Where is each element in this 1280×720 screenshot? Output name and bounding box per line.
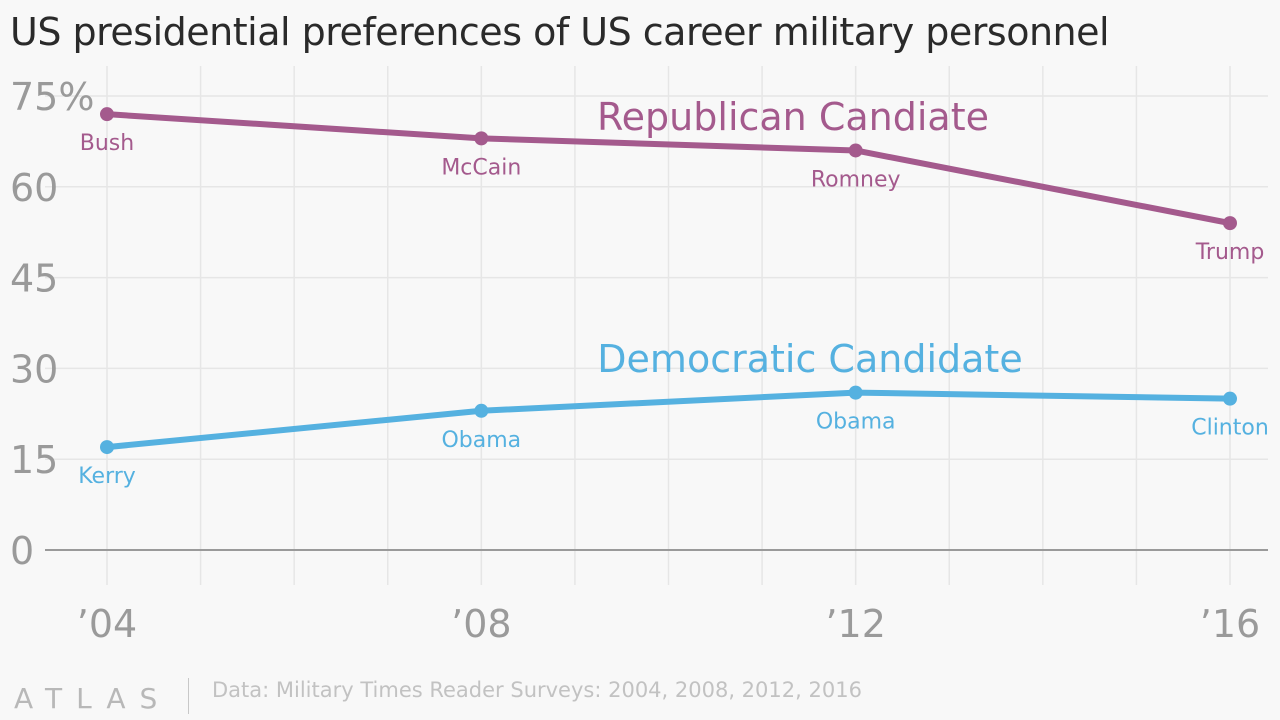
atlas-logo: ATLAS [14, 682, 172, 715]
chart-title: US presidential preferences of US career… [10, 10, 1110, 54]
y-tick-label: 15 [10, 438, 58, 482]
y-tick-label: 45 [10, 257, 58, 301]
data-point-democratic [848, 385, 863, 400]
series-name-label: Democratic Candidate [597, 337, 1022, 381]
y-tick-label: 75% [10, 75, 94, 119]
data-point-republican [848, 143, 863, 158]
data-point-republican [474, 131, 489, 146]
y-tick-label: 0 [10, 529, 34, 573]
point-label: McCain [441, 155, 521, 180]
data-point-republican [100, 107, 114, 122]
series-line-democratic [104, 389, 1233, 451]
x-tick-label: ’16 [1200, 602, 1260, 646]
point-label: Bush [80, 131, 134, 156]
data-point-democratic [474, 403, 489, 418]
y-tick-label: 60 [10, 166, 58, 210]
point-label: Romney [811, 167, 901, 192]
data-point-democratic [100, 440, 114, 455]
point-label: Obama [816, 410, 896, 435]
footer-divider [188, 678, 189, 714]
x-tick-label: ’04 [77, 602, 137, 646]
data-point-republican [1223, 216, 1237, 231]
x-tick-label: ’08 [451, 602, 511, 646]
series-name-label: Republican Candiate [597, 95, 989, 139]
footer: ATLAS Data: Military Times Reader Survey… [0, 668, 1280, 720]
data-labels: Bush McCain Romney Trump Republican Candiate… [78, 95, 1269, 489]
series-lines [100, 107, 1237, 455]
series-line-republican [104, 111, 1233, 227]
line-chart: 0 15 30 45 60 75% ’04 ’08 ’12 ’16 Bush McCain Romne… [10, 66, 1269, 646]
x-tick-label: ’12 [825, 602, 885, 646]
data-point-democratic [1223, 391, 1237, 406]
point-label: Trump [1195, 240, 1265, 265]
source-note: Data: Military Times Reader Surveys: 200… [212, 678, 862, 702]
point-label: Kerry [78, 464, 136, 489]
point-label: Clinton [1191, 416, 1269, 441]
y-tick-label: 30 [10, 347, 58, 391]
axes: 0 15 30 45 60 75% ’04 ’08 ’12 ’16 [10, 75, 1268, 646]
point-label: Obama [441, 428, 521, 453]
